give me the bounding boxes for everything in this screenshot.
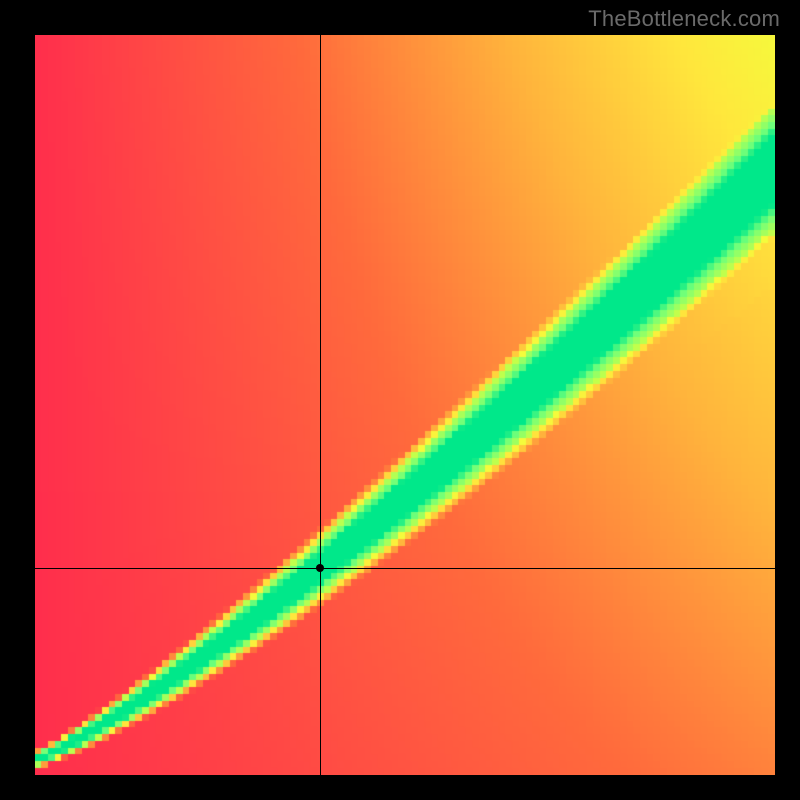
bottleneck-heatmap xyxy=(35,35,775,775)
crosshair-vertical xyxy=(320,35,321,775)
chart-container: TheBottleneck.com xyxy=(0,0,800,800)
crosshair-marker xyxy=(316,564,324,572)
watermark-text: TheBottleneck.com xyxy=(588,6,780,32)
crosshair-horizontal xyxy=(35,568,775,569)
